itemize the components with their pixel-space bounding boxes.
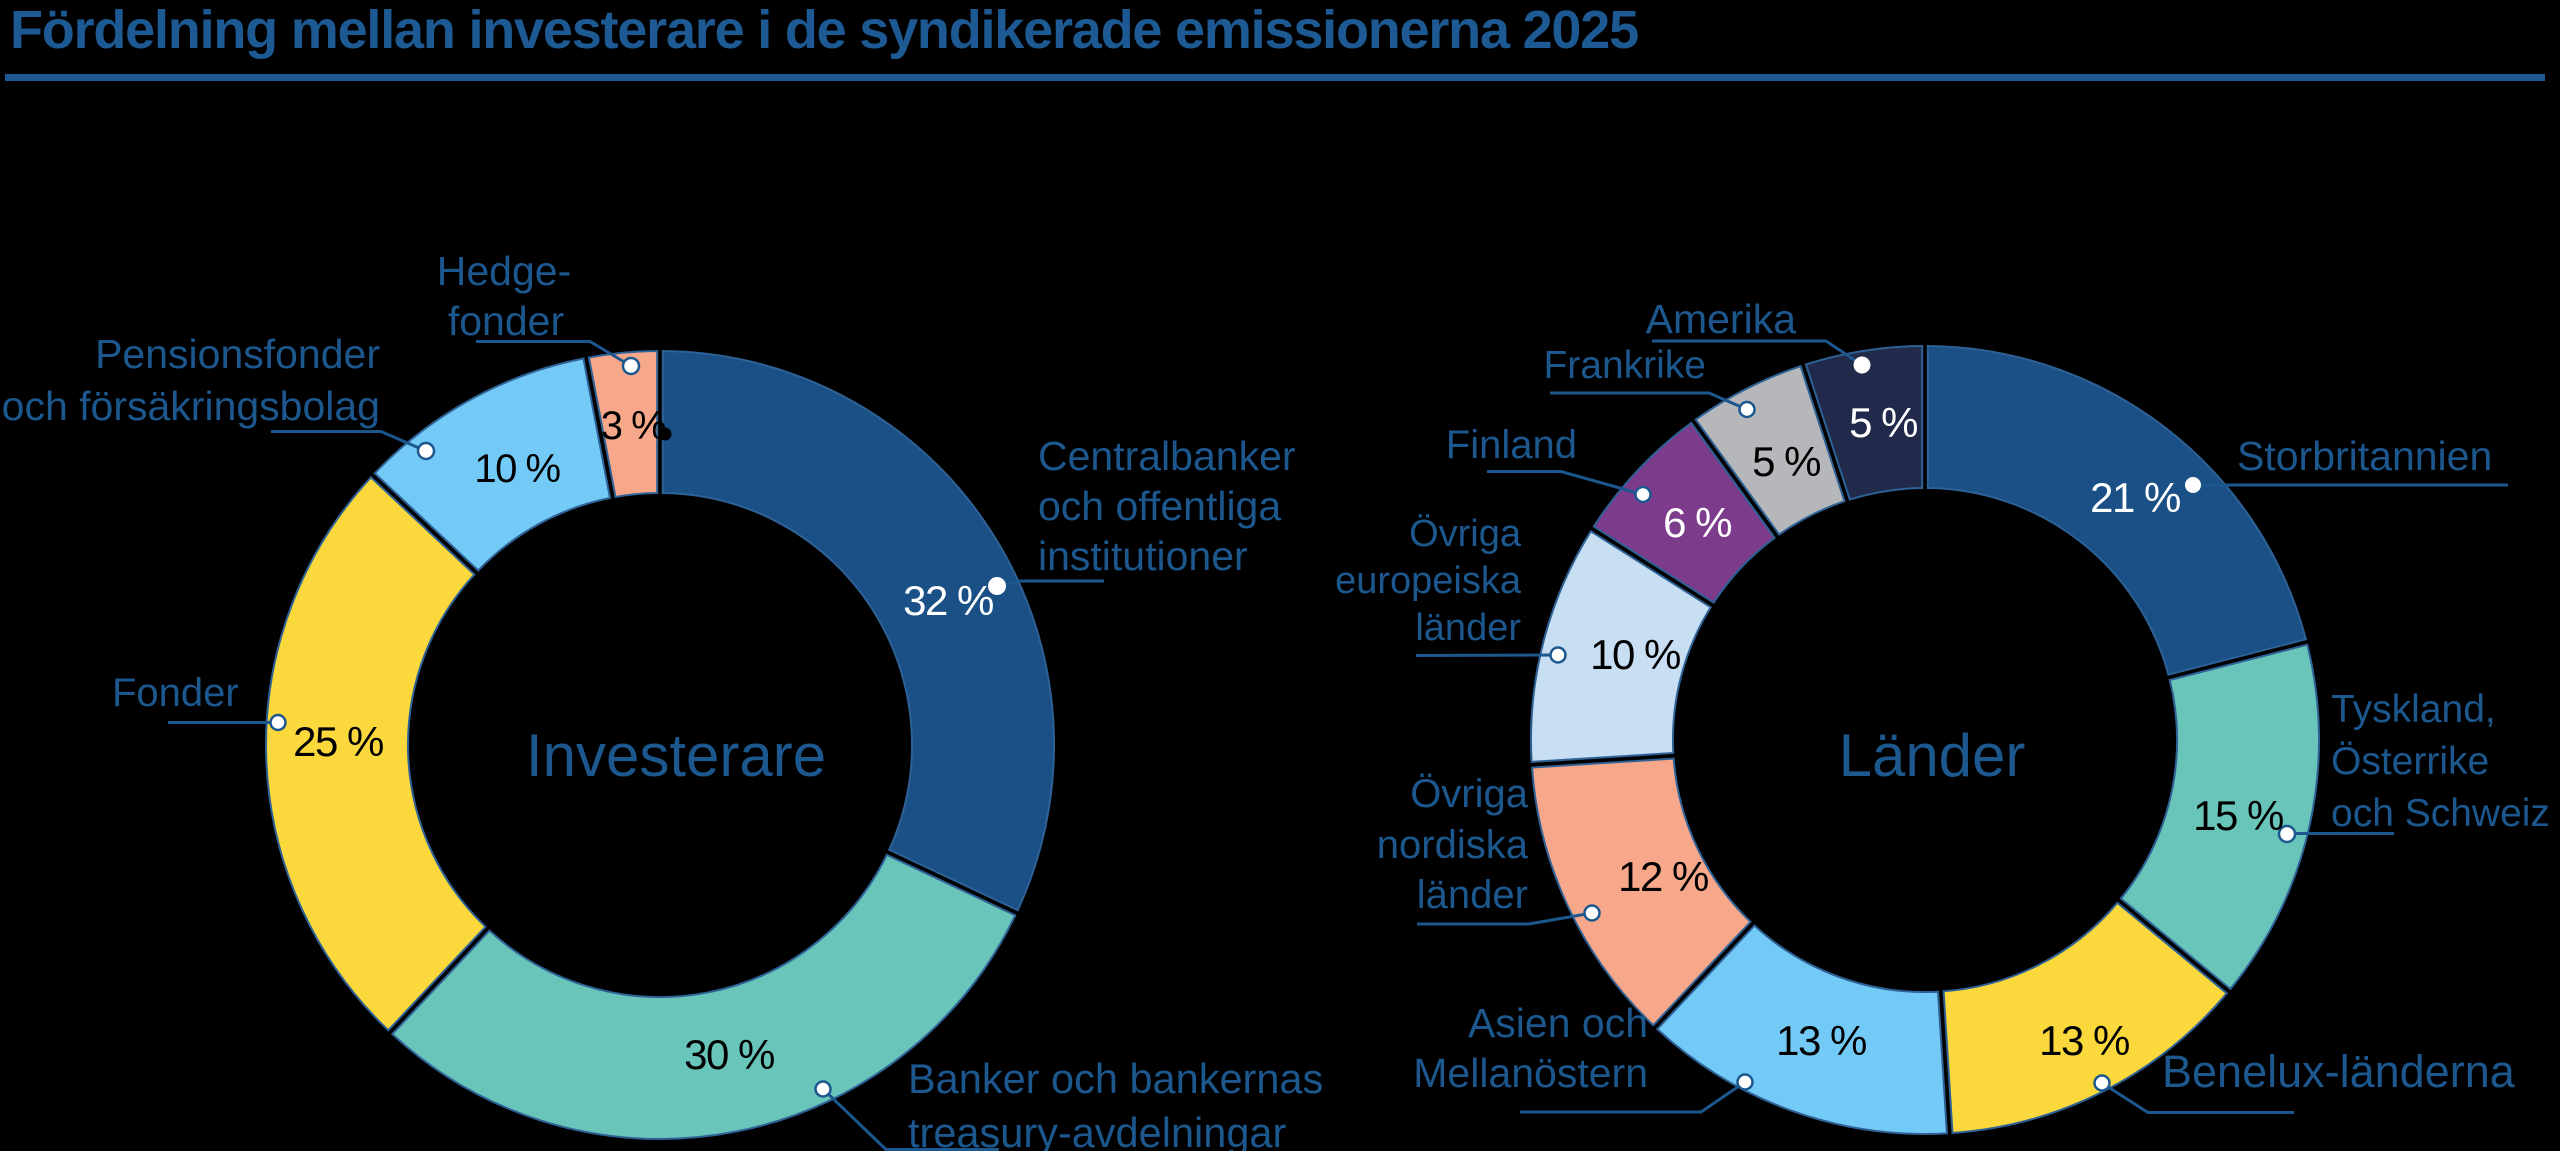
svg-text:Investerare: Investerare <box>526 722 826 789</box>
svg-text:13 %: 13 % <box>1776 1017 1866 1064</box>
svg-text:europeiska: europeiska <box>1335 560 1522 602</box>
svg-text:Banker och bankernas: Banker och bankernas <box>908 1055 1323 1102</box>
svg-text:25 %: 25 % <box>293 718 383 765</box>
svg-text:treasury-avdelningar: treasury-avdelningar <box>908 1109 1286 1151</box>
svg-text:Österrike: Österrike <box>2331 740 2489 783</box>
svg-text:10 %: 10 % <box>1590 631 1680 678</box>
svg-text:Frankrike: Frankrike <box>1543 344 1706 387</box>
svg-text:5 %: 5 % <box>1849 399 1917 446</box>
svg-text:13 %: 13 % <box>2039 1017 2129 1064</box>
svg-text:Pensionsfonder: Pensionsfonder <box>95 331 380 377</box>
svg-text:och försäkringsbolag: och försäkringsbolag <box>2 383 380 429</box>
svg-text:Länder: Länder <box>1839 722 2026 789</box>
svg-text:Amerika: Amerika <box>1646 296 1797 342</box>
svg-text:Fonder: Fonder <box>112 671 239 715</box>
svg-text:Asien och: Asien och <box>1468 1000 1648 1046</box>
svg-text:Tyskland,: Tyskland, <box>2331 688 2496 731</box>
svg-text:institutioner: institutioner <box>1038 533 1248 579</box>
svg-text:15 %: 15 % <box>2193 792 2283 839</box>
svg-text:och Schweiz: och Schweiz <box>2331 792 2550 835</box>
svg-text:Fördelning mellan investerare: Fördelning mellan investerare i de syndi… <box>10 0 1638 60</box>
svg-text:fonder: fonder <box>448 298 564 344</box>
svg-text:Övriga: Övriga <box>1409 513 1522 555</box>
svg-text:6 %: 6 % <box>1663 499 1731 546</box>
svg-text:länder: länder <box>1417 873 1528 917</box>
svg-text:Benelux-länderna: Benelux-länderna <box>2162 1046 2516 1097</box>
svg-text:10 %: 10 % <box>474 447 560 491</box>
svg-text:Mellanöstern: Mellanöstern <box>1413 1050 1648 1096</box>
svg-text:Finland: Finland <box>1446 423 1577 467</box>
svg-text:Hedge-: Hedge- <box>437 248 571 294</box>
svg-text:Storbritannien: Storbritannien <box>2237 433 2492 479</box>
svg-text:32 %: 32 % <box>903 577 993 624</box>
svg-text:och offentliga: och offentliga <box>1038 483 1281 529</box>
svg-text:nordiska: nordiska <box>1377 823 1529 867</box>
svg-text:5 %: 5 % <box>1752 438 1820 485</box>
svg-text:länder: länder <box>1415 607 1521 649</box>
svg-text:12 %: 12 % <box>1618 853 1708 900</box>
svg-text:30 %: 30 % <box>684 1031 774 1078</box>
svg-text:21 %: 21 % <box>2090 474 2180 521</box>
svg-text:Övriga: Övriga <box>1410 772 1529 816</box>
svg-text:Centralbanker: Centralbanker <box>1038 433 1296 479</box>
svg-text:3 %: 3 % <box>601 404 666 448</box>
